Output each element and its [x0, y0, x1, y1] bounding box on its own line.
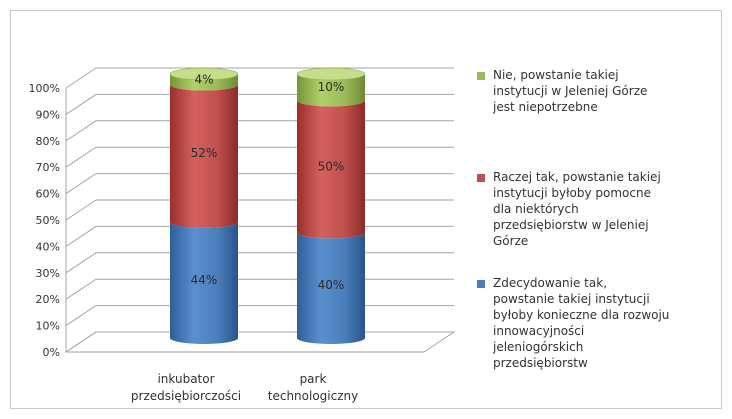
gridline [65, 331, 454, 353]
y-tick-label: 100% [29, 82, 60, 95]
gridline [65, 225, 454, 247]
data-label: 40% [318, 278, 345, 292]
gridline [65, 173, 454, 195]
y-tick-label: 30% [36, 267, 60, 280]
bar-segment-red-2 [297, 100, 365, 239]
x-category-label: inkubator [157, 372, 214, 386]
legend-swatch-red [477, 174, 485, 182]
bar-segment-blue-1 [170, 221, 238, 344]
y-tick-label: 40% [36, 240, 60, 253]
bar-segment-green-2 [297, 74, 365, 107]
x-category-label: technologiczny [268, 389, 358, 403]
y-tick-label: 20% [36, 293, 60, 306]
x-category-label: park [300, 372, 327, 386]
gridline [65, 120, 454, 142]
y-tick-label: 0% [43, 346, 60, 359]
gridline [65, 146, 454, 168]
bar-segment-red-1 [170, 84, 238, 228]
y-tick-label: 10% [36, 320, 60, 333]
bar-top-cap [169, 67, 239, 81]
stacked-bar-chart: 0% 10% 20% 30% 40% 50% 60% 70% 80% 90% 100% 44% 52%… [29, 67, 669, 403]
data-label: 50% [318, 159, 345, 173]
chart-floor [64, 331, 456, 353]
y-tick-label: 80% [36, 135, 60, 148]
data-label: 10% [318, 80, 345, 94]
y-tick-label: 60% [36, 188, 60, 201]
gridline [65, 305, 454, 327]
bar-segment-blue-2 [297, 232, 365, 344]
data-label: 4% [194, 72, 213, 86]
gridline [65, 252, 454, 274]
legend-entry-nie: Nie, powstanie takiej instytucji w Jeleni… [492, 68, 647, 114]
bar-segment-green-1 [170, 74, 238, 91]
gridline [65, 278, 454, 300]
x-category-label: przedsiębiorczości [131, 389, 241, 403]
y-tick-label: 50% [36, 214, 60, 227]
gridline [65, 199, 454, 221]
gridline [65, 67, 454, 89]
y-tick-label: 90% [36, 108, 60, 121]
legend-entry-raczej-tak: Raczej tak, powstanie takiej instytucji b… [493, 170, 661, 248]
chart-frame: 0% 10% 20% 30% 40% 50% 60% 70% 80% 90% 100% 44% 52%… [10, 10, 722, 409]
bar-top-cap [296, 67, 366, 81]
y-tick-label: 70% [36, 161, 60, 174]
gridline [65, 93, 454, 115]
legend-swatch-blue [477, 280, 485, 288]
legend-entry-zdecydowanie-tak: Zdecydowanie tak, powstanie takiej instyt… [492, 276, 669, 370]
data-label: 44% [191, 273, 218, 287]
data-label: 52% [191, 146, 218, 160]
legend-swatch-green [477, 72, 485, 80]
